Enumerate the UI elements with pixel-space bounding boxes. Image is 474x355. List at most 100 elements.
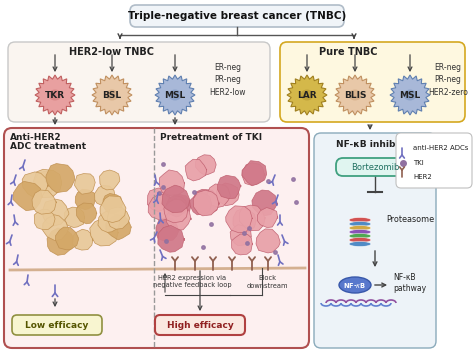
Text: TKI: TKI [413, 160, 424, 166]
Polygon shape [34, 169, 62, 197]
Ellipse shape [349, 229, 371, 235]
Polygon shape [158, 225, 184, 252]
Ellipse shape [349, 225, 371, 230]
Text: MSL: MSL [164, 91, 186, 99]
Polygon shape [335, 75, 375, 115]
FancyBboxPatch shape [130, 5, 344, 27]
Polygon shape [252, 190, 278, 216]
Text: Pretreatment of TKI: Pretreatment of TKI [160, 133, 262, 142]
Polygon shape [170, 195, 191, 215]
Polygon shape [22, 172, 48, 198]
Polygon shape [74, 174, 95, 194]
Polygon shape [193, 190, 219, 216]
Text: ADC treatment: ADC treatment [10, 142, 86, 151]
Polygon shape [155, 75, 195, 115]
Ellipse shape [349, 234, 371, 239]
Polygon shape [13, 181, 42, 211]
Text: Anti-HER2: Anti-HER2 [10, 133, 62, 142]
FancyBboxPatch shape [155, 315, 245, 335]
FancyBboxPatch shape [314, 133, 436, 348]
Text: anti-HER2 ADCs: anti-HER2 ADCs [413, 145, 468, 151]
FancyBboxPatch shape [336, 158, 414, 176]
Polygon shape [103, 193, 123, 213]
Ellipse shape [48, 89, 62, 100]
Polygon shape [100, 196, 126, 223]
Polygon shape [256, 229, 280, 253]
Text: High efficacy: High efficacy [167, 321, 233, 329]
Polygon shape [166, 206, 191, 230]
Polygon shape [164, 199, 188, 223]
Ellipse shape [168, 89, 182, 100]
Polygon shape [287, 75, 327, 115]
FancyBboxPatch shape [280, 42, 465, 122]
Polygon shape [32, 190, 56, 214]
Text: HER2 expression via
negative feedback loop: HER2 expression via negative feedback lo… [153, 275, 231, 289]
Polygon shape [218, 175, 241, 199]
Polygon shape [43, 215, 69, 240]
Polygon shape [231, 234, 253, 255]
FancyBboxPatch shape [8, 42, 270, 122]
Ellipse shape [349, 218, 371, 223]
Polygon shape [35, 75, 75, 115]
Polygon shape [230, 225, 251, 246]
Text: Triple-negative breast cancer (TNBC): Triple-negative breast cancer (TNBC) [128, 11, 346, 21]
Polygon shape [100, 170, 120, 190]
Ellipse shape [349, 222, 371, 226]
FancyBboxPatch shape [4, 128, 309, 348]
Polygon shape [156, 218, 179, 241]
Text: TKR: TKR [45, 91, 65, 99]
Text: NF-κB inhibitor: NF-κB inhibitor [336, 140, 414, 149]
Polygon shape [216, 183, 239, 206]
Polygon shape [195, 155, 216, 175]
Text: HER2-low TNBC: HER2-low TNBC [70, 47, 155, 57]
Text: Block
downstream: Block downstream [246, 275, 288, 289]
Text: BSL: BSL [102, 91, 121, 99]
FancyBboxPatch shape [12, 315, 102, 335]
Polygon shape [47, 228, 74, 255]
Ellipse shape [301, 89, 313, 100]
Polygon shape [34, 209, 55, 230]
Polygon shape [159, 170, 185, 196]
Polygon shape [207, 184, 230, 207]
Polygon shape [190, 193, 211, 215]
Text: ER-neg
PR-neg
HER2-low: ER-neg PR-neg HER2-low [210, 63, 246, 97]
Ellipse shape [349, 241, 371, 246]
Polygon shape [242, 161, 267, 186]
Text: BLIS: BLIS [344, 91, 366, 99]
Polygon shape [106, 214, 131, 240]
Polygon shape [92, 75, 132, 115]
Ellipse shape [348, 89, 362, 100]
Polygon shape [108, 207, 129, 229]
Polygon shape [75, 189, 96, 209]
Text: Low efficacy: Low efficacy [25, 321, 89, 329]
Polygon shape [46, 164, 74, 193]
FancyBboxPatch shape [396, 133, 472, 188]
Polygon shape [76, 203, 97, 224]
Polygon shape [73, 229, 93, 250]
Polygon shape [55, 227, 79, 250]
Polygon shape [239, 205, 265, 231]
Polygon shape [257, 208, 278, 228]
Text: HER2: HER2 [413, 174, 432, 180]
Ellipse shape [339, 277, 371, 293]
Text: MSL: MSL [400, 91, 420, 99]
Polygon shape [90, 218, 118, 246]
Polygon shape [98, 212, 119, 233]
Ellipse shape [403, 89, 417, 100]
Polygon shape [148, 195, 174, 220]
Polygon shape [94, 186, 115, 207]
Polygon shape [147, 188, 171, 212]
Polygon shape [35, 171, 57, 193]
Polygon shape [226, 206, 252, 233]
Text: NF-$\kappa$B: NF-$\kappa$B [343, 280, 367, 289]
Ellipse shape [106, 89, 118, 100]
Text: ER-neg
PR-neg
HER2-zero: ER-neg PR-neg HER2-zero [428, 63, 468, 97]
Polygon shape [64, 207, 85, 228]
Polygon shape [233, 209, 256, 233]
Text: Pure TNBC: Pure TNBC [319, 47, 377, 57]
Text: Proteasome: Proteasome [386, 215, 434, 224]
Text: Bortezomib: Bortezomib [351, 163, 399, 171]
Polygon shape [185, 159, 207, 181]
Ellipse shape [349, 237, 371, 242]
Text: LAR: LAR [297, 91, 317, 99]
